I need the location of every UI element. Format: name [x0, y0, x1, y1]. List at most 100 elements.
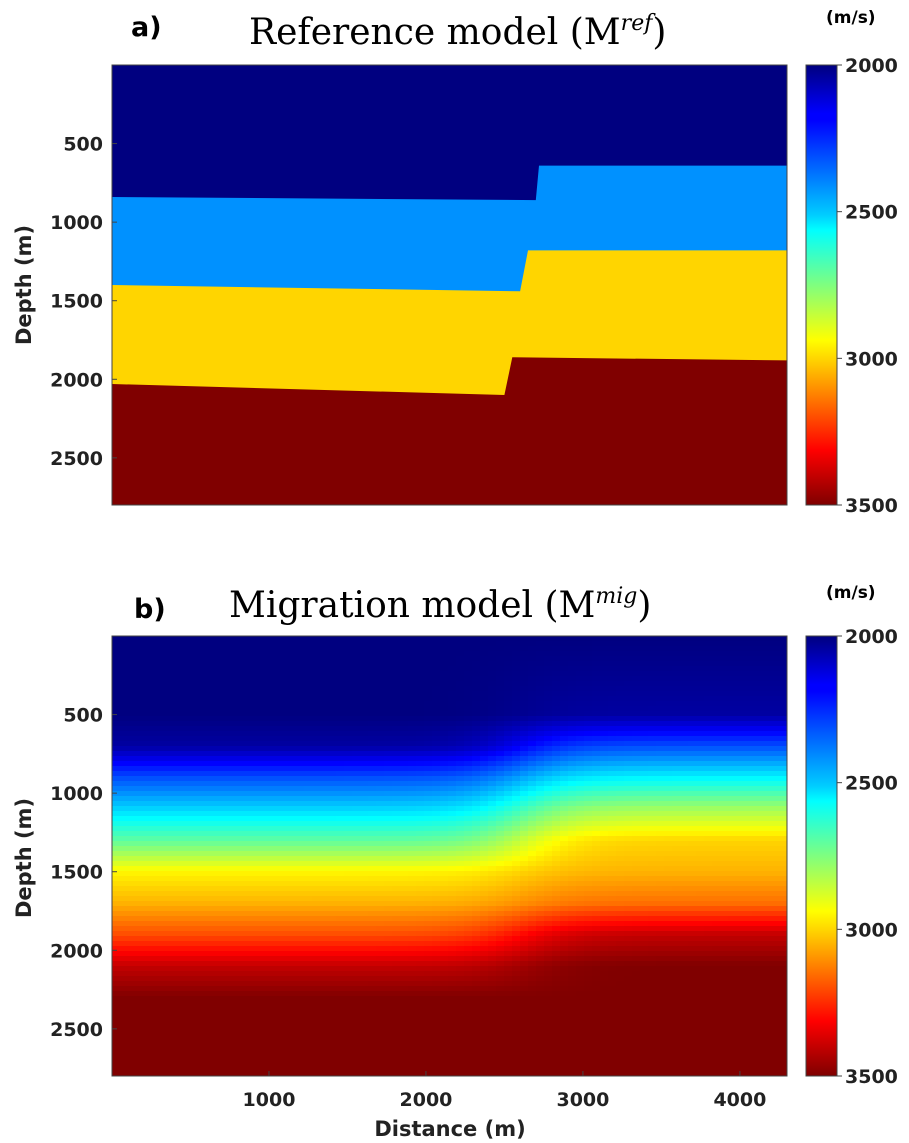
velocity-cell — [528, 931, 537, 937]
velocity-cell — [248, 721, 257, 727]
velocity-cell — [168, 786, 177, 792]
velocity-cell — [352, 706, 361, 712]
velocity-cell — [472, 696, 481, 702]
velocity-cell — [360, 636, 369, 642]
velocity-cell — [456, 1021, 465, 1027]
velocity-cell — [160, 966, 169, 972]
velocity-cell — [440, 1061, 449, 1067]
velocity-cell — [552, 836, 561, 842]
velocity-cell — [208, 776, 217, 782]
velocity-cell — [280, 801, 289, 807]
velocity-cell — [536, 666, 545, 672]
velocity-cell — [152, 861, 161, 867]
velocity-cell — [520, 656, 529, 662]
velocity-cell — [424, 636, 433, 642]
velocity-cell — [488, 946, 497, 952]
velocity-cell — [352, 1031, 361, 1037]
velocity-cell — [120, 736, 129, 742]
velocity-cell — [464, 726, 473, 732]
velocity-cell — [200, 921, 209, 927]
velocity-cell — [376, 946, 385, 952]
velocity-cell — [552, 871, 561, 877]
velocity-cell — [216, 1036, 225, 1042]
velocity-cell — [264, 666, 273, 672]
velocity-cell — [248, 976, 257, 982]
velocity-cell — [432, 666, 441, 672]
velocity-cell — [504, 1021, 513, 1027]
velocity-cell — [344, 841, 353, 847]
velocity-cell — [376, 721, 385, 727]
velocity-cell — [136, 951, 145, 957]
velocity-cell — [528, 1051, 537, 1057]
velocity-cell — [128, 971, 137, 977]
velocity-cell — [480, 1071, 489, 1076]
velocity-cell — [192, 1066, 201, 1072]
velocity-cell — [280, 831, 289, 837]
velocity-cell — [344, 706, 353, 712]
velocity-cell — [376, 841, 385, 847]
velocity-cell — [416, 871, 425, 877]
velocity-cell — [120, 1006, 129, 1012]
velocity-cell — [144, 911, 153, 917]
velocity-cell — [528, 821, 537, 827]
velocity-cell — [504, 681, 513, 687]
velocity-cell — [336, 886, 345, 892]
velocity-cell — [272, 771, 281, 777]
velocity-cell — [512, 986, 521, 992]
velocity-cell — [488, 1021, 497, 1027]
velocity-cell — [504, 766, 513, 772]
velocity-cell — [424, 826, 433, 832]
velocity-cell — [456, 1041, 465, 1047]
velocity-cell — [512, 636, 521, 642]
velocity-cell — [424, 916, 433, 922]
velocity-cell — [360, 776, 369, 782]
velocity-cell — [240, 1041, 249, 1047]
velocity-cell — [376, 896, 385, 902]
velocity-cell — [392, 841, 401, 847]
velocity-cell — [376, 951, 385, 957]
velocity-cell — [488, 646, 497, 652]
velocity-cell — [120, 751, 129, 757]
velocity-cell — [408, 876, 417, 882]
velocity-cell — [336, 721, 345, 727]
velocity-cell — [296, 921, 305, 927]
velocity-cell — [304, 676, 313, 682]
velocity-cell — [408, 636, 417, 642]
velocity-cell — [312, 1006, 321, 1012]
a-ytick-label: 2500 — [50, 448, 103, 470]
velocity-cell — [240, 1061, 249, 1067]
velocity-cell — [472, 691, 481, 697]
velocity-cell — [128, 676, 137, 682]
velocity-cell — [528, 831, 537, 837]
velocity-cell — [280, 851, 289, 857]
velocity-cell — [272, 656, 281, 662]
velocity-cell — [288, 966, 297, 972]
velocity-cell — [488, 756, 497, 762]
velocity-cell — [232, 801, 241, 807]
velocity-cell — [488, 1031, 497, 1037]
velocity-cell — [536, 816, 545, 822]
velocity-cell — [256, 801, 265, 807]
velocity-cell — [248, 1046, 257, 1052]
velocity-cell — [304, 716, 313, 722]
velocity-cell — [128, 921, 137, 927]
velocity-cell — [320, 1041, 329, 1047]
velocity-cell — [400, 981, 409, 987]
velocity-cell — [536, 811, 545, 817]
velocity-cell — [136, 716, 145, 722]
velocity-cell — [544, 1066, 553, 1072]
velocity-cell — [424, 926, 433, 932]
velocity-cell — [192, 846, 201, 852]
velocity-cell — [160, 691, 169, 697]
velocity-cell — [288, 756, 297, 762]
velocity-cell — [552, 1036, 561, 1042]
velocity-cell — [304, 836, 313, 842]
velocity-cell — [536, 961, 545, 967]
velocity-cell — [400, 906, 409, 912]
velocity-cell — [144, 866, 153, 872]
velocity-cell — [184, 896, 193, 902]
velocity-cell — [296, 691, 305, 697]
velocity-cell — [352, 1001, 361, 1007]
velocity-cell — [216, 971, 225, 977]
velocity-cell — [248, 1041, 257, 1047]
